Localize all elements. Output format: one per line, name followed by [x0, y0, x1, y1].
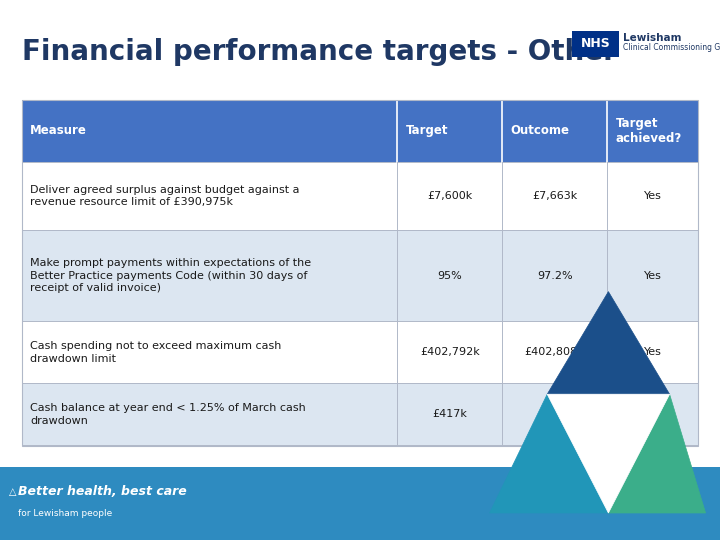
Text: △: △	[9, 487, 16, 497]
Text: 95%: 95%	[437, 271, 462, 281]
Bar	[22, 321, 698, 383]
Text: £402,792k: £402,792k	[420, 347, 480, 357]
Bar	[22, 100, 698, 162]
Bar	[572, 31, 619, 57]
Text: Outcome: Outcome	[510, 124, 570, 137]
Text: NHS: NHS	[581, 37, 611, 50]
Text: Measure: Measure	[30, 124, 87, 137]
Text: Yes: Yes	[644, 409, 662, 420]
Text: Deliver agreed surplus against budget against a
revenue resource limit of £390,9: Deliver agreed surplus against budget ag…	[30, 185, 300, 207]
Text: Target
achieved?: Target achieved?	[616, 117, 682, 145]
Text: Make prompt payments within expectations of the
Better Practice payments Code (w: Make prompt payments within expectations…	[30, 258, 311, 293]
Bar	[22, 100, 698, 446]
Polygon shape	[608, 394, 706, 513]
Polygon shape	[547, 394, 670, 513]
Text: Yes: Yes	[644, 191, 662, 201]
Text: Cash spending not to exceed maximum cash
drawdown limit: Cash spending not to exceed maximum cash…	[30, 341, 282, 363]
Bar	[22, 162, 698, 230]
Bar	[0, 467, 720, 540]
Text: Target: Target	[406, 124, 449, 137]
Text: 97.2%: 97.2%	[537, 271, 572, 281]
Text: £116k: £116k	[537, 409, 572, 420]
Polygon shape	[490, 394, 608, 513]
Bar	[22, 383, 698, 446]
Text: Lewisham: Lewisham	[623, 33, 681, 44]
Text: Clinical Commissioning Group: Clinical Commissioning Group	[623, 43, 720, 52]
Text: £7,600k: £7,600k	[427, 191, 472, 201]
Text: £417k: £417k	[432, 409, 467, 420]
Text: Better health, best care: Better health, best care	[18, 485, 186, 498]
Text: for Lewisham people: for Lewisham people	[18, 509, 112, 518]
Text: Yes: Yes	[644, 347, 662, 357]
Text: Cash balance at year end < 1.25% of March cash
drawdown: Cash balance at year end < 1.25% of Marc…	[30, 403, 306, 426]
Bar	[22, 230, 698, 321]
Text: £402,808k: £402,808k	[525, 347, 585, 357]
Polygon shape	[547, 292, 670, 394]
Text: Financial performance targets - Other: Financial performance targets - Other	[22, 38, 616, 66]
Text: Yes: Yes	[644, 271, 662, 281]
Text: £7,663k: £7,663k	[532, 191, 577, 201]
